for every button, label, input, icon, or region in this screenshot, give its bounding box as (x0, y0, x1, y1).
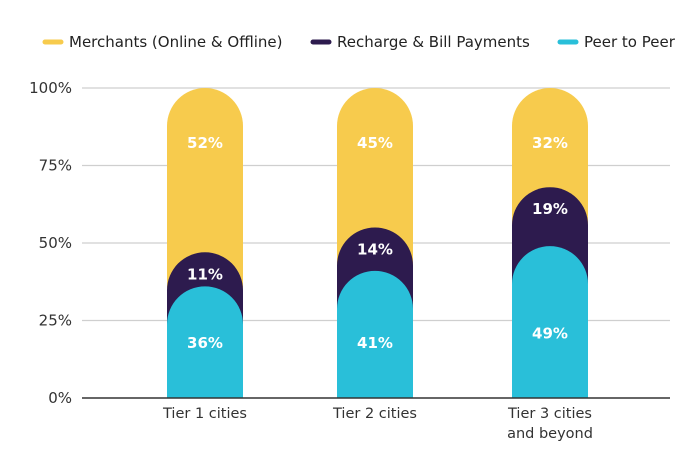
bar-segment (512, 246, 588, 398)
data-label: 19% (532, 200, 568, 218)
data-label: 45% (357, 134, 393, 152)
legend-label: Recharge & Bill Payments (337, 33, 530, 51)
y-tick-label: 25% (39, 312, 72, 330)
y-tick-label: 75% (39, 157, 72, 175)
data-label: 49% (532, 324, 568, 342)
bar-segment (167, 286, 243, 398)
data-label: 11% (187, 265, 223, 283)
x-category-label: Tier 3 cities (507, 406, 592, 422)
data-label: 32% (532, 134, 568, 152)
x-category-label: Tier 2 cities (332, 406, 417, 422)
data-label: 14% (357, 241, 393, 259)
x-category-label: Tier 1 cities (162, 406, 247, 422)
data-label: 52% (187, 134, 223, 152)
y-tick-label: 100% (29, 79, 72, 97)
y-tick-label: 0% (48, 389, 72, 407)
legend-label: Merchants (Online & Offline) (69, 33, 282, 51)
data-label: 36% (187, 334, 223, 352)
y-tick-label: 50% (39, 234, 72, 252)
legend-label: Peer to Peer (584, 33, 676, 51)
bar-segment (337, 270, 413, 398)
data-label: 41% (357, 334, 393, 352)
x-category-label: and beyond (507, 426, 593, 442)
